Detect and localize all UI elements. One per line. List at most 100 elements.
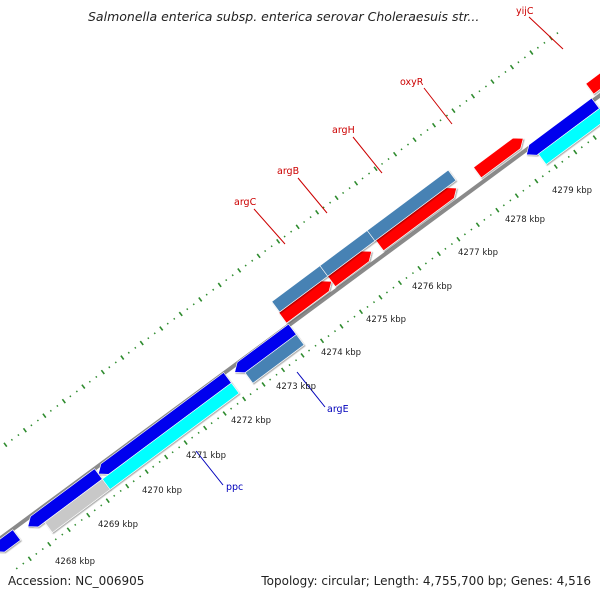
accession-text: Accession: NC_006905	[8, 574, 145, 588]
scale-tick	[164, 454, 169, 460]
scale-tick	[346, 320, 350, 323]
scale-tick	[264, 250, 267, 253]
scale-tick	[114, 361, 117, 364]
scale-tick	[3, 442, 8, 448]
scale-tick	[489, 213, 492, 217]
scale-tick	[256, 388, 259, 391]
scale-tick	[27, 556, 32, 562]
gene-feature-block[interactable]	[537, 103, 600, 165]
gene-label-argb[interactable]: argB	[277, 166, 299, 177]
scale-tick	[300, 353, 305, 358]
scale-tick	[66, 527, 71, 533]
scale-label: 4273 kbp	[276, 382, 316, 392]
scale-tick	[256, 253, 261, 259]
gene-feature-block[interactable]	[98, 372, 232, 475]
gene-label-argc[interactable]: argC	[234, 197, 257, 208]
scale-tick	[536, 46, 539, 49]
gene-feature-block[interactable]	[585, 61, 600, 95]
scale-tick	[222, 411, 227, 416]
scale-tick	[158, 460, 161, 463]
gene-label-yijc[interactable]: yijC	[516, 6, 534, 17]
scale-tick	[276, 238, 281, 244]
scale-tick	[373, 166, 378, 172]
scale-tick	[366, 305, 369, 309]
scale-tick	[334, 195, 339, 201]
gene-feature-block[interactable]	[327, 250, 372, 288]
scale-tick	[495, 207, 500, 213]
gene-label-arge[interactable]: argE	[327, 404, 349, 415]
scale-tick	[358, 309, 364, 315]
scale-tick	[353, 315, 356, 318]
scale-tick	[93, 509, 96, 512]
scale-tick	[261, 382, 266, 387]
scale-label: 4275 kbp	[366, 315, 406, 325]
gene-feature-block[interactable]	[366, 169, 457, 242]
scale-tick	[342, 191, 345, 195]
scale-tick	[186, 308, 189, 311]
scale-tick	[290, 230, 293, 233]
scale-label: 4272 kbp	[231, 416, 271, 426]
scale-tick	[41, 547, 44, 551]
gene-leader-line	[423, 87, 453, 125]
gene-feature-block[interactable]	[0, 529, 21, 553]
gene-label-ppc[interactable]: ppc	[226, 482, 243, 493]
scale-tick	[528, 184, 531, 188]
scale-tick	[225, 279, 228, 282]
scale-tick	[315, 209, 320, 215]
scale-tick	[522, 189, 525, 192]
scale-tick	[431, 122, 437, 128]
scale-tick	[361, 177, 364, 180]
scale-tick	[548, 170, 551, 173]
outer-tick-marks	[3, 7, 591, 448]
scale-tick	[417, 265, 422, 271]
gene-leader-line	[296, 371, 326, 408]
scale-tick	[556, 32, 559, 35]
scale-tick	[588, 7, 591, 11]
scale-tick	[436, 251, 441, 257]
scale-tick	[497, 75, 500, 78]
scale-tick	[470, 228, 473, 231]
scale-tick	[139, 475, 142, 478]
scale-tick	[509, 64, 515, 70]
scale-tick	[387, 158, 390, 161]
scale-tick	[212, 288, 215, 291]
scale-tick	[439, 119, 442, 122]
scale-tick	[463, 233, 466, 236]
scale-tick	[378, 294, 383, 300]
scale-tick	[125, 483, 130, 489]
scale-tick	[95, 375, 98, 379]
scale-tick	[465, 99, 468, 102]
scale-tick	[308, 349, 311, 352]
scale-tick	[105, 498, 110, 504]
scale-tick	[47, 541, 52, 547]
scale-tick	[54, 538, 57, 541]
scale-tick	[445, 114, 449, 117]
gene-feature-block[interactable]	[473, 137, 524, 179]
scale-tick	[475, 222, 480, 228]
gene-label-oxyr[interactable]: oxyR	[400, 77, 424, 88]
scale-label: 4269 kbp	[98, 520, 138, 530]
scale-tick	[381, 162, 384, 165]
scale-tick	[108, 366, 111, 369]
scale-tick	[450, 242, 453, 246]
scale-tick	[249, 393, 252, 396]
gene-labels: yijC oxyR argH argB argC argE ppc	[226, 6, 534, 493]
scale-tick	[504, 70, 507, 73]
gene-feature-block[interactable]	[244, 334, 305, 384]
scale-tick	[100, 504, 103, 507]
gene-feature-block[interactable]	[526, 97, 600, 156]
scale-tick	[119, 489, 122, 493]
scale-tick	[327, 334, 330, 338]
scale-tick	[197, 431, 200, 434]
gene-feature-block[interactable]	[278, 280, 332, 324]
scale-tick	[319, 338, 325, 344]
scale-tick	[75, 390, 78, 393]
scale-tick	[397, 280, 403, 286]
gene-label-argh[interactable]: argH	[332, 125, 355, 136]
gene-feature-block[interactable]	[234, 323, 297, 374]
gene-feature-block[interactable]	[101, 382, 240, 490]
scale-tick	[17, 433, 20, 437]
scale-tick	[470, 93, 476, 99]
scale-tick	[400, 148, 403, 151]
gene-feature-block[interactable]	[375, 187, 457, 252]
